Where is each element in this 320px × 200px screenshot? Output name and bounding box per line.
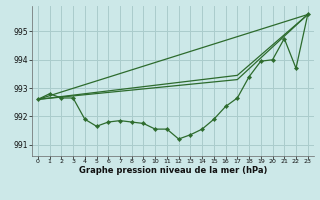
X-axis label: Graphe pression niveau de la mer (hPa): Graphe pression niveau de la mer (hPa) bbox=[79, 166, 267, 175]
